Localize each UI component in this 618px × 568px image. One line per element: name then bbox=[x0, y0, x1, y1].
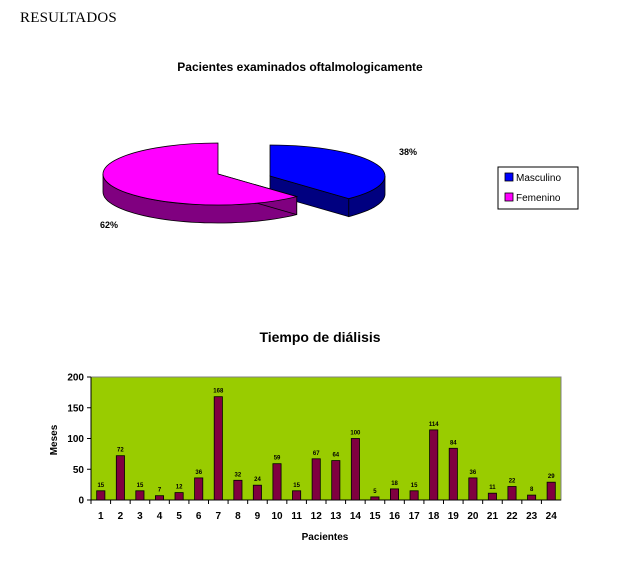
bar-data-label: 15 bbox=[137, 483, 144, 489]
bar-paciente-6 bbox=[194, 477, 204, 501]
x-tick-label: 24 bbox=[546, 511, 558, 522]
bar-paciente-20 bbox=[468, 477, 478, 501]
pie-chart-title: Pacientes examinados oftalmologicamente bbox=[177, 60, 423, 74]
bar-data-label: 84 bbox=[450, 440, 457, 446]
bar-data-label: 64 bbox=[332, 453, 339, 459]
x-tick-label: 13 bbox=[330, 511, 342, 522]
bar-data-label: 15 bbox=[97, 483, 104, 489]
pie-slices bbox=[102, 142, 386, 224]
bars: 15 72 15 7 12 36 168 32 24 59 15 67 64 100 5 18 15 114 84 3… bbox=[96, 389, 556, 501]
bar-paciente-23 bbox=[527, 494, 537, 501]
bar-paciente-16 bbox=[389, 488, 399, 501]
bar-paciente-19 bbox=[448, 447, 458, 501]
bar-paciente-24 bbox=[546, 481, 556, 501]
y-tick-label: 100 bbox=[67, 434, 84, 445]
x-tick-label: 16 bbox=[389, 511, 401, 522]
bar-data-label: 22 bbox=[509, 479, 516, 485]
bar-data-label: 24 bbox=[254, 477, 261, 483]
bar-data-label: 15 bbox=[293, 483, 300, 489]
page-heading: RESULTADOS bbox=[20, 10, 117, 26]
x-tick-label: 22 bbox=[506, 511, 518, 522]
pie-value-label-femenino: 62% bbox=[100, 220, 118, 230]
legend-label-masculino: Masculino bbox=[516, 173, 561, 184]
pie-value-label-masculino: 38% bbox=[399, 147, 417, 157]
y-axis-label: Meses bbox=[49, 424, 60, 455]
bar-paciente-3 bbox=[135, 490, 145, 501]
pie-legend: Masculino Femenino bbox=[497, 166, 579, 210]
x-tick-label: 20 bbox=[467, 511, 479, 522]
bar-paciente-2 bbox=[115, 455, 125, 501]
legend-swatch-femenino bbox=[504, 192, 514, 202]
x-tick-label: 19 bbox=[448, 511, 460, 522]
y-tick-label: 0 bbox=[78, 496, 84, 507]
bar-paciente-15 bbox=[370, 496, 380, 501]
bar-paciente-12 bbox=[311, 458, 321, 501]
x-tick-label: 18 bbox=[428, 511, 440, 522]
bar-paciente-5 bbox=[174, 492, 184, 501]
pie-slice-masculino bbox=[269, 144, 386, 200]
y-tick-label: 200 bbox=[67, 373, 84, 384]
x-tick-label: 3 bbox=[137, 511, 143, 522]
x-axis-label: Pacientes bbox=[302, 532, 349, 543]
bar-data-label: 12 bbox=[176, 485, 183, 491]
legend-label-femenino: Femenino bbox=[516, 193, 561, 204]
y-axis-ticks: 0 50 100 150 200 bbox=[67, 373, 91, 507]
x-tick-label: 2 bbox=[118, 511, 124, 522]
bar-paciente-13 bbox=[331, 460, 341, 501]
y-tick-label: 50 bbox=[73, 465, 85, 476]
bar-paciente-18 bbox=[429, 429, 439, 501]
x-tick-label: 23 bbox=[526, 511, 538, 522]
bar-paciente-21 bbox=[487, 492, 497, 501]
bar-paciente-1 bbox=[96, 490, 106, 501]
bar-data-label: 18 bbox=[391, 481, 398, 487]
bar-data-label: 67 bbox=[313, 451, 320, 457]
y-tick-label: 150 bbox=[67, 403, 84, 414]
x-tick-label: 6 bbox=[196, 511, 202, 522]
bar-data-label: 8 bbox=[530, 487, 534, 493]
bar-paciente-22 bbox=[507, 486, 517, 501]
bar-data-label: 36 bbox=[195, 470, 202, 476]
bar-data-label: 168 bbox=[213, 389, 224, 395]
bar-data-label: 72 bbox=[117, 448, 124, 454]
x-tick-label: 14 bbox=[350, 511, 362, 522]
x-tick-label: 8 bbox=[235, 511, 241, 522]
bar-paciente-4 bbox=[154, 495, 164, 501]
bar-paciente-14 bbox=[350, 438, 360, 501]
bar-data-label: 114 bbox=[429, 422, 439, 428]
x-tick-label: 5 bbox=[176, 511, 182, 522]
x-tick-label: 15 bbox=[369, 511, 381, 522]
plot-area bbox=[90, 376, 562, 501]
x-axis-ticks: 1 2 3 4 5 6 7 8 9 10 11 12 13 14 15 16 17 18 19 20 21 22 23 24 bbox=[90, 500, 558, 522]
x-tick-label: 11 bbox=[291, 511, 302, 522]
bar-data-label: 59 bbox=[274, 456, 281, 462]
pie-chart: 38% 62% Masculino Femenino bbox=[100, 142, 579, 230]
x-tick-label: 10 bbox=[271, 511, 283, 522]
bar-data-label: 5 bbox=[373, 489, 377, 495]
legend-swatch-masculino bbox=[504, 172, 514, 182]
bar-data-label: 100 bbox=[350, 431, 361, 437]
bar-paciente-11 bbox=[292, 490, 302, 501]
x-tick-label: 17 bbox=[409, 511, 421, 522]
x-tick-label: 21 bbox=[487, 511, 499, 522]
bar-data-label: 36 bbox=[470, 470, 477, 476]
bar-paciente-8 bbox=[233, 479, 243, 501]
bar-paciente-9 bbox=[252, 484, 262, 501]
bar-paciente-10 bbox=[272, 463, 282, 501]
bar-paciente-7 bbox=[213, 396, 223, 501]
x-tick-label: 12 bbox=[311, 511, 323, 522]
x-tick-label: 9 bbox=[255, 511, 261, 522]
pie-slice-femenino bbox=[102, 142, 299, 206]
bar-data-label: 15 bbox=[411, 483, 418, 489]
x-tick-label: 1 bbox=[98, 511, 104, 522]
x-tick-label: 4 bbox=[157, 511, 163, 522]
bar-data-label: 32 bbox=[235, 472, 242, 478]
bar-data-label: 11 bbox=[489, 485, 496, 491]
bar-paciente-17 bbox=[409, 490, 419, 501]
bar-data-label: 29 bbox=[548, 474, 555, 480]
bar-data-label: 7 bbox=[158, 488, 162, 494]
bar-chart-title: Tiempo de diálisis bbox=[259, 329, 381, 345]
x-tick-label: 7 bbox=[216, 511, 222, 522]
